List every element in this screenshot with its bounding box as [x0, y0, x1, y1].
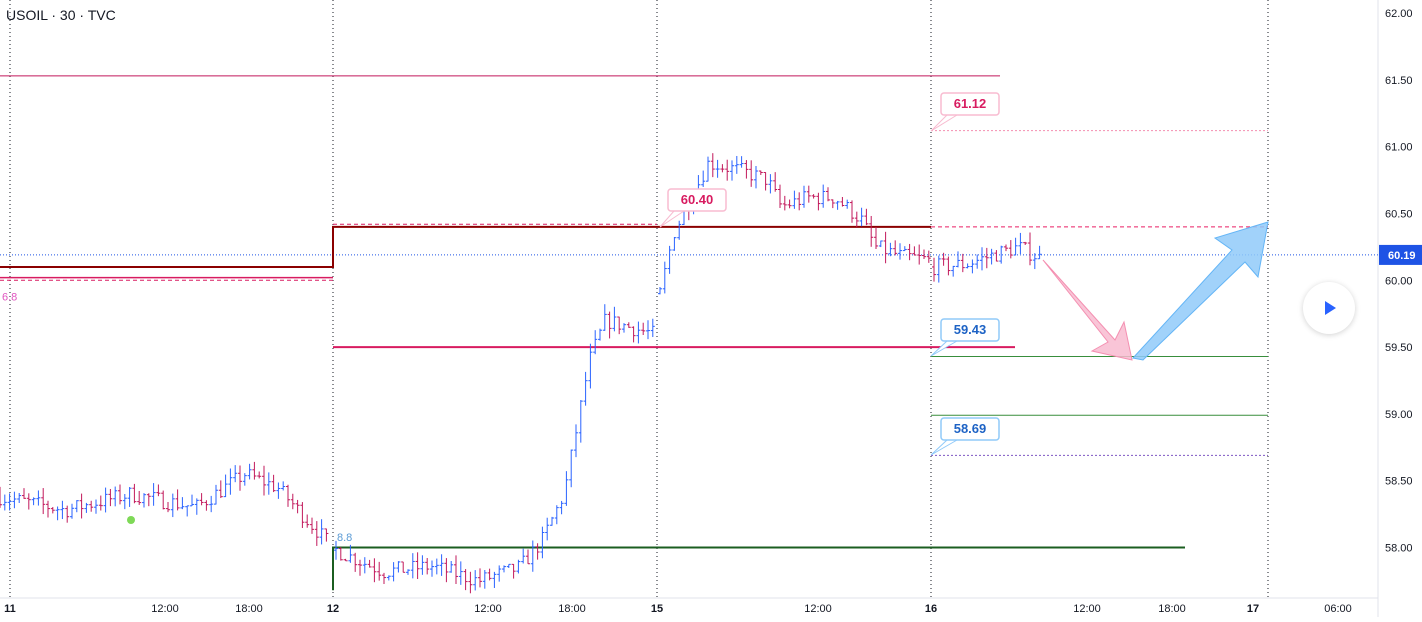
callout-61.12-tail: [930, 114, 958, 132]
time-tick-label: 12:00: [1073, 603, 1101, 615]
callout-58.69-tail: [930, 439, 958, 456]
callout-58.69-box: [940, 417, 1000, 441]
time-tick-label: 18:00: [558, 603, 586, 615]
side-label-left: 6.8: [2, 291, 17, 303]
callout-60.40-tail: [659, 210, 685, 228]
price-tick-label: 60.50: [1385, 209, 1413, 221]
price-tick-label: 61.00: [1385, 142, 1413, 154]
callout-58.69: 58.69: [954, 421, 987, 436]
play-button[interactable]: [1303, 282, 1355, 334]
marker-dot: [127, 516, 135, 524]
resistance-level: [0, 225, 931, 268]
callout-61.12-box: [940, 92, 1000, 116]
price-tick-label: 61.50: [1385, 75, 1413, 87]
price-tick-label: 58.00: [1385, 543, 1413, 555]
current-price-label: 60.19: [1388, 250, 1416, 262]
time-tick-label: 18:00: [1158, 603, 1186, 615]
price-tick-label: 59.00: [1385, 409, 1413, 421]
callout-61.12: 61.12: [954, 96, 987, 111]
price-tick-label: 58.50: [1385, 476, 1413, 488]
callout-59.43-box: [940, 318, 1000, 342]
time-tick-label: 11: [4, 603, 16, 615]
time-tick-label: 12:00: [151, 603, 179, 615]
price-tick-label: 62.00: [1385, 8, 1413, 20]
side-label-mid: 8.8: [337, 532, 352, 544]
time-tick-label: 12:00: [804, 603, 832, 615]
play-icon: [1325, 301, 1336, 315]
callout-60.40-box: [667, 188, 727, 212]
projection-arrow-down: [1042, 259, 1133, 361]
callout-60.40: 60.40: [681, 192, 714, 207]
price-tick-label: 59.50: [1385, 342, 1413, 354]
current-price-badge: [1379, 244, 1422, 265]
time-tick-label: 18:00: [235, 603, 263, 615]
price-tick-label: 60.00: [1385, 275, 1413, 287]
symbol-title: USOIL · 30 · TVC: [6, 7, 116, 23]
time-tick-label: 12: [327, 603, 339, 615]
time-tick-label: 17: [1247, 603, 1259, 615]
projection-arrow-up: [1132, 221, 1269, 361]
time-tick-label: 12:00: [474, 603, 502, 615]
time-tick-label: 15: [651, 603, 663, 615]
time-tick-label: 06:00: [1324, 603, 1352, 615]
callout-59.43: 59.43: [954, 322, 987, 337]
callout-59.43-tail: [930, 340, 958, 357]
time-tick-label: 16: [925, 603, 937, 615]
support-level: [332, 546, 1185, 591]
